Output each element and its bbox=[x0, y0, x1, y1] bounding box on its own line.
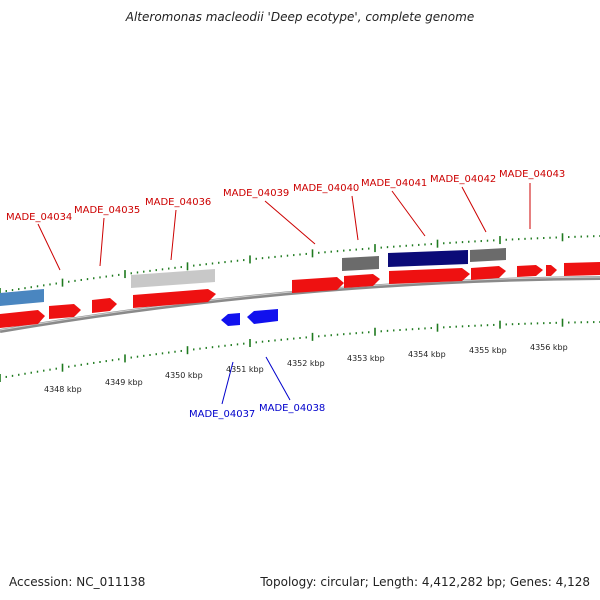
kbp-label: 4351 kbp bbox=[226, 365, 264, 374]
feature-row-upper bbox=[0, 248, 506, 306]
gene-labels-bottom: MADE_04037 MADE_04038 bbox=[189, 403, 325, 420]
gene-arrow-forward[interactable] bbox=[0, 310, 45, 328]
gene-label[interactable]: MADE_04039 bbox=[223, 188, 289, 199]
gene-labels-top: MADE_04034 MADE_04035 MADE_04036 MADE_04… bbox=[6, 169, 565, 223]
label-leaders-top bbox=[37, 183, 531, 271]
feature-gray-dark-2[interactable] bbox=[470, 248, 506, 262]
kbp-label: 4352 kbp bbox=[287, 359, 325, 368]
kbp-label: 4356 kbp bbox=[530, 343, 568, 352]
kbp-label: 4354 kbp bbox=[408, 350, 446, 359]
lower-tick-ring bbox=[0, 318, 600, 382]
gene-label[interactable]: MADE_04043 bbox=[499, 169, 565, 180]
accession-text: Accession: NC_011138 bbox=[9, 575, 146, 589]
gene-arrow-reverse[interactable] bbox=[221, 313, 240, 326]
gene-label[interactable]: MADE_04036 bbox=[145, 197, 211, 208]
kbp-label: 4353 kbp bbox=[347, 354, 385, 363]
gene-arrow-forward[interactable] bbox=[389, 268, 470, 284]
leader-line bbox=[265, 356, 291, 401]
gene-arrow-forward[interactable] bbox=[92, 298, 117, 313]
gene-arrow-forward[interactable] bbox=[517, 265, 543, 277]
gene-arrow-forward[interactable] bbox=[292, 277, 344, 293]
kbp-label: 4349 kbp bbox=[105, 378, 143, 387]
gene-arrow-forward[interactable] bbox=[564, 262, 600, 276]
gene-arrow-forward[interactable] bbox=[133, 289, 216, 308]
kbp-label: 4350 kbp bbox=[165, 371, 203, 380]
upper-tick-ring bbox=[0, 233, 600, 296]
gene-label[interactable]: MADE_04040 bbox=[293, 183, 359, 194]
forward-genes bbox=[0, 262, 600, 328]
feature-navy[interactable] bbox=[388, 250, 468, 267]
gene-arrow-reverse[interactable] bbox=[247, 309, 278, 324]
reverse-genes bbox=[221, 309, 278, 326]
leader-line bbox=[221, 361, 234, 405]
position-labels: 4348 kbp 4349 kbp 4350 kbp 4351 kbp 4352… bbox=[44, 343, 568, 394]
leader-line bbox=[391, 190, 426, 237]
kbp-label: 4355 kbp bbox=[469, 346, 507, 355]
gene-label[interactable]: MADE_04037 bbox=[189, 409, 255, 420]
leader-line bbox=[170, 209, 177, 261]
gene-label[interactable]: MADE_04034 bbox=[6, 212, 72, 223]
gene-arrow-forward[interactable] bbox=[49, 304, 81, 319]
kbp-label: 4348 kbp bbox=[44, 385, 82, 394]
map-title: Alteromonas macleodii 'Deep ecotype', co… bbox=[125, 10, 475, 24]
feature-gray-light[interactable] bbox=[131, 269, 215, 288]
gene-arrow-forward[interactable] bbox=[344, 274, 380, 288]
label-leaders-bottom bbox=[221, 356, 291, 405]
gene-label[interactable]: MADE_04042 bbox=[430, 174, 496, 185]
gene-label[interactable]: MADE_04038 bbox=[259, 403, 325, 414]
gene-arrow-forward[interactable] bbox=[471, 266, 506, 280]
leader-line bbox=[99, 217, 105, 267]
gene-label[interactable]: MADE_04035 bbox=[74, 205, 140, 216]
leader-line bbox=[264, 200, 316, 245]
feature-blue-partial[interactable] bbox=[0, 289, 44, 306]
gene-label[interactable]: MADE_04041 bbox=[361, 178, 427, 189]
leader-line bbox=[351, 195, 359, 241]
gene-arrow-forward[interactable] bbox=[546, 265, 557, 276]
topology-text: Topology: circular; Length: 4,412,282 bp… bbox=[260, 575, 590, 589]
leader-line bbox=[461, 186, 487, 233]
feature-gray-dark-1[interactable] bbox=[342, 256, 379, 271]
leader-line bbox=[37, 223, 61, 271]
